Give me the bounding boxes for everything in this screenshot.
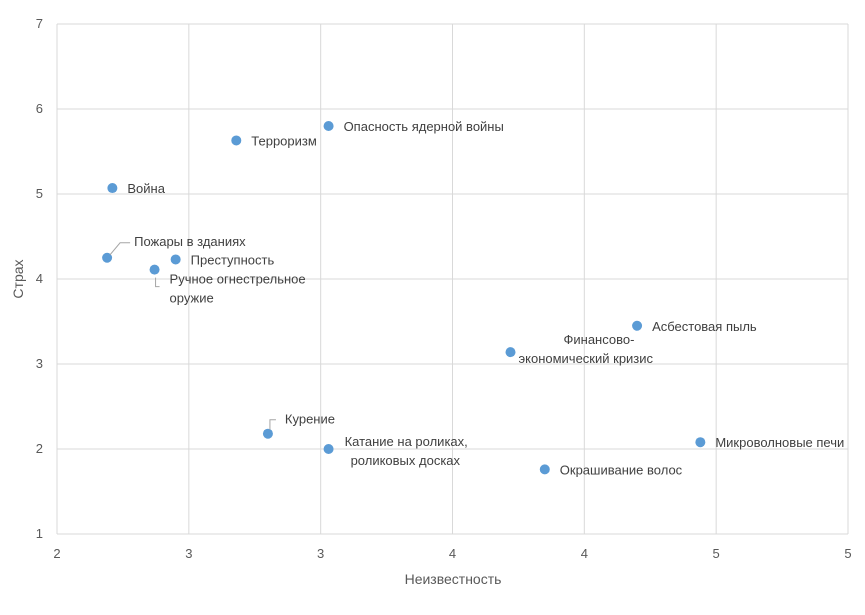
x-tick-label: 4 <box>581 546 588 561</box>
x-axis-title: Неизвестность <box>405 571 502 587</box>
data-point <box>149 264 160 275</box>
y-tick-label: 3 <box>36 356 43 371</box>
data-point <box>505 347 516 358</box>
data-point <box>323 444 334 454</box>
data-point <box>231 135 242 146</box>
y-tick-label: 1 <box>36 526 43 541</box>
point-label: Ручное огнестрельное <box>170 272 306 287</box>
point-labels: Опасность ядерной войны Терроризм Война Пож… <box>109 119 844 477</box>
point-label: Катание на роликах, <box>345 434 468 449</box>
x-tick-label: 2 <box>53 546 60 561</box>
data-point <box>539 464 550 475</box>
data-point <box>262 428 273 439</box>
x-tick-label: 4 <box>449 546 456 561</box>
point-label: Окрашивание волос <box>560 462 683 477</box>
point-label: Преступность <box>191 252 275 267</box>
data-point <box>323 121 334 131</box>
y-tick-label: 5 <box>36 186 43 201</box>
point-label: Опасность ядерной войны <box>344 119 504 134</box>
label-leader-line <box>269 419 276 430</box>
data-points <box>102 121 706 475</box>
y-axis-title: Страх <box>10 259 26 298</box>
x-tick-label: 3 <box>317 546 324 561</box>
label-leader-line <box>155 277 160 288</box>
y-tick-label: 4 <box>36 271 43 286</box>
point-label: Война <box>127 181 165 196</box>
y-tick-label: 6 <box>36 101 43 116</box>
data-point <box>632 320 643 331</box>
y-tick-label: 2 <box>36 441 43 456</box>
x-tick-label: 5 <box>844 546 851 561</box>
point-label: оружие <box>170 291 214 306</box>
label-leader-line <box>109 242 131 256</box>
y-tick-label: 7 <box>36 16 43 31</box>
point-label: Финансово- <box>564 332 635 347</box>
data-point <box>170 254 181 265</box>
x-tick-label: 3 <box>185 546 192 561</box>
data-point <box>695 437 706 448</box>
grid-lines <box>56 23 849 535</box>
point-label: Пожары в зданиях <box>134 234 246 249</box>
point-label: роликовых досках <box>351 453 461 468</box>
point-label: Терроризм <box>251 133 317 148</box>
point-label: Микроволновые печи <box>715 435 844 450</box>
point-label: Курение <box>285 412 335 427</box>
data-point <box>102 252 113 263</box>
data-point <box>107 183 118 194</box>
point-label: экономический кризис <box>519 351 654 366</box>
x-tick-label: 5 <box>713 546 720 561</box>
point-label: Асбестовая пыль <box>652 319 757 334</box>
